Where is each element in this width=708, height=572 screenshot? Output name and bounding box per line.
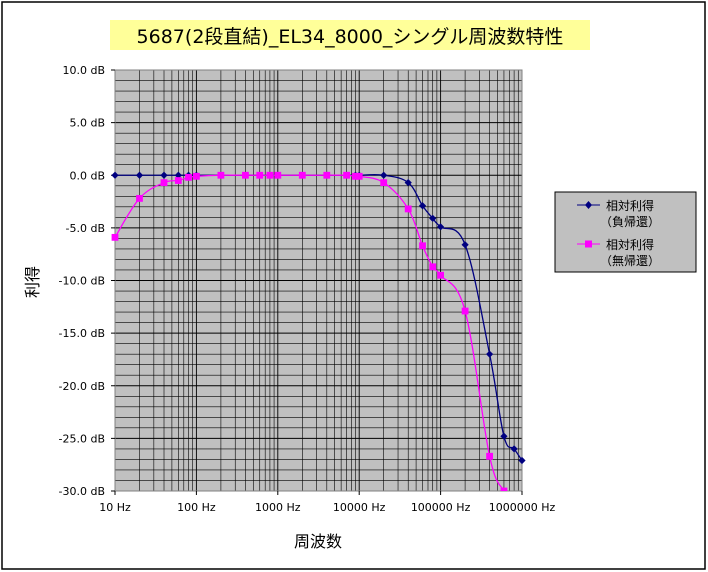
legend-label-no-feedback-line2: （無帰還） xyxy=(600,253,660,268)
data-point-diamond xyxy=(380,171,388,179)
data-point-square xyxy=(437,271,444,279)
data-point-square xyxy=(217,171,225,179)
x-tick-label: 100000 Hz xyxy=(411,501,471,514)
data-point-diamond xyxy=(174,171,182,179)
title-box xyxy=(110,20,590,50)
y-tick-label: -30.0 dB xyxy=(59,485,106,498)
data-point-square xyxy=(136,195,143,202)
data-point-square xyxy=(500,487,508,491)
data-point-diamond xyxy=(135,171,144,179)
axes: 10.0 dB 5.0 dB 0.0 dB -5.0 dB -10.0 dB -15.0 … xyxy=(59,64,556,514)
data-point-diamond xyxy=(160,171,168,179)
data-point-diamond xyxy=(111,171,119,179)
legend-label-feedback-line1: 相対利得 xyxy=(606,198,654,213)
x-tick-label: 1000 Hz xyxy=(255,501,301,514)
data-point-square xyxy=(266,171,274,179)
data-point-diamond xyxy=(500,432,508,440)
data-point-square xyxy=(256,171,264,179)
chart-title: 5687(2段直結)_EL34_8000_シングル周波数特性 xyxy=(137,26,564,48)
y-tick-label: -15.0 dB xyxy=(59,327,106,340)
data-point-diamond xyxy=(404,179,412,187)
data-point-square xyxy=(174,177,182,184)
series xyxy=(111,171,526,491)
x-axis-title: 周波数 xyxy=(294,532,342,551)
data-point-square xyxy=(461,307,469,315)
data-point-square xyxy=(355,172,363,180)
data-point-square xyxy=(160,179,168,187)
data-point-diamond xyxy=(429,214,437,223)
legend-marker-diamond xyxy=(585,201,592,209)
data-point-diamond xyxy=(461,241,469,249)
legend-item-no-feedback: 相対利得 （無帰還） xyxy=(577,237,660,268)
data-point-square xyxy=(298,171,306,179)
data-point-square xyxy=(111,233,119,241)
legend-marker-square xyxy=(585,240,592,248)
data-point-diamond xyxy=(437,223,445,231)
data-point-diamond xyxy=(510,445,518,453)
series-1 xyxy=(111,171,508,491)
data-point-square xyxy=(323,171,331,179)
data-point-square xyxy=(419,242,426,250)
y-tick-label: -10.0 dB xyxy=(59,275,106,288)
legend-label-feedback-line2: （負帰還） xyxy=(600,215,660,229)
data-point-diamond xyxy=(418,202,427,210)
x-tick-label: 10 Hz xyxy=(99,501,131,514)
data-point-square xyxy=(242,171,249,179)
legend-item-feedback: 相対利得 （負帰還） xyxy=(577,198,660,229)
data-point-square xyxy=(352,172,359,180)
data-point-square xyxy=(429,263,437,271)
legend-label-no-feedback-line1: 相対利得 xyxy=(606,237,654,252)
y-tick-label: -25.0 dB xyxy=(59,432,106,445)
data-point-square xyxy=(404,205,412,213)
y-tick-label: 0.0 dB xyxy=(69,169,105,182)
data-point-square xyxy=(380,179,388,187)
data-point-square xyxy=(486,452,494,460)
x-tick-label: 10000 Hz xyxy=(333,501,386,514)
y-tick-label: -20.0 dB xyxy=(59,380,106,393)
grid xyxy=(114,69,523,492)
data-point-diamond xyxy=(518,456,526,465)
data-point-square xyxy=(185,173,192,181)
y-tick-label: 5.0 dB xyxy=(69,117,105,130)
data-point-diamond xyxy=(486,350,494,358)
data-point-square xyxy=(343,171,350,179)
legend: 相対利得 （負帰還） 相対利得 （無帰還） xyxy=(554,191,697,273)
y-tick-label: -5.0 dB xyxy=(66,222,106,235)
x-tick-label: 1000000 Hz xyxy=(489,501,556,514)
x-tick-label: 100 Hz xyxy=(177,501,216,514)
y-axis-title: 利得 xyxy=(23,266,42,298)
data-point-square xyxy=(193,172,200,180)
y-tick-label: 10.0 dB xyxy=(62,64,105,77)
data-point-square xyxy=(274,171,282,179)
